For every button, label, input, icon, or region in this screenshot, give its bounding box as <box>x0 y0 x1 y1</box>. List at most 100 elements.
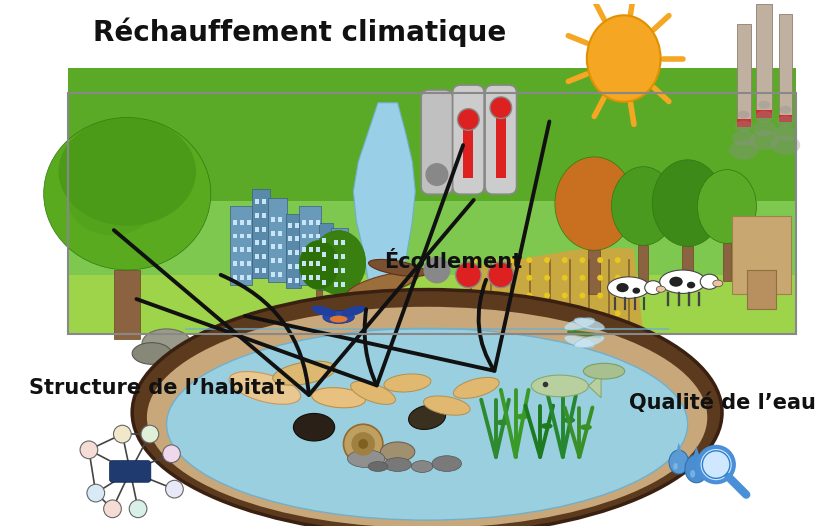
Circle shape <box>597 257 603 263</box>
Bar <box>322 266 326 271</box>
Bar <box>309 261 313 266</box>
Bar <box>262 268 266 273</box>
Bar <box>234 234 238 238</box>
Ellipse shape <box>132 289 722 530</box>
Ellipse shape <box>735 120 753 132</box>
Ellipse shape <box>584 363 625 379</box>
Bar <box>309 234 313 238</box>
Ellipse shape <box>384 458 412 472</box>
Bar <box>255 199 259 204</box>
Bar <box>278 231 281 235</box>
Circle shape <box>351 432 375 456</box>
Bar <box>268 198 287 282</box>
Bar <box>234 261 238 266</box>
Ellipse shape <box>299 241 339 289</box>
Ellipse shape <box>777 116 795 127</box>
Ellipse shape <box>408 405 445 429</box>
Bar <box>234 220 238 225</box>
Bar <box>234 248 238 252</box>
Bar <box>288 236 292 241</box>
Bar <box>286 214 302 288</box>
Bar <box>299 206 321 285</box>
Ellipse shape <box>496 420 508 426</box>
Bar <box>333 241 338 245</box>
Ellipse shape <box>381 442 415 462</box>
Bar <box>331 228 349 292</box>
Bar <box>262 213 266 218</box>
Bar <box>316 220 320 225</box>
Bar <box>262 254 266 259</box>
Bar <box>114 270 140 339</box>
Bar <box>262 199 266 204</box>
Ellipse shape <box>574 317 605 330</box>
Bar <box>370 280 390 299</box>
Ellipse shape <box>59 118 196 226</box>
Circle shape <box>473 275 479 281</box>
Bar <box>270 244 275 249</box>
Bar <box>340 254 344 259</box>
FancyBboxPatch shape <box>109 461 151 482</box>
Bar <box>247 234 251 238</box>
Bar <box>296 236 299 241</box>
Bar <box>240 220 244 225</box>
Circle shape <box>488 262 513 288</box>
Ellipse shape <box>774 126 797 141</box>
Circle shape <box>580 310 585 316</box>
Ellipse shape <box>423 396 470 415</box>
Circle shape <box>562 293 568 298</box>
Ellipse shape <box>166 329 688 520</box>
Ellipse shape <box>412 461 433 472</box>
Polygon shape <box>690 446 703 469</box>
Bar <box>747 270 776 309</box>
Bar <box>240 248 244 252</box>
Ellipse shape <box>633 288 640 294</box>
Ellipse shape <box>652 160 723 246</box>
Polygon shape <box>354 103 415 334</box>
Bar <box>262 227 266 232</box>
Circle shape <box>426 164 448 186</box>
Bar <box>234 275 238 280</box>
Bar <box>334 295 343 324</box>
Circle shape <box>562 257 568 263</box>
Bar <box>316 248 320 252</box>
Ellipse shape <box>713 280 722 287</box>
Circle shape <box>87 484 105 502</box>
Bar <box>296 223 299 228</box>
Ellipse shape <box>323 311 354 323</box>
Ellipse shape <box>587 15 660 102</box>
Text: Qualité de l’eau: Qualité de l’eau <box>628 392 816 413</box>
Circle shape <box>359 439 368 449</box>
Bar <box>288 223 292 228</box>
Bar <box>316 289 323 314</box>
Ellipse shape <box>780 106 791 113</box>
Ellipse shape <box>580 424 592 430</box>
Bar <box>309 220 313 225</box>
Circle shape <box>544 293 550 298</box>
Bar <box>682 246 693 288</box>
Ellipse shape <box>555 157 633 250</box>
Bar <box>737 119 750 127</box>
Circle shape <box>580 275 585 281</box>
Circle shape <box>615 257 621 263</box>
Bar <box>296 278 299 282</box>
Bar <box>288 250 292 255</box>
Ellipse shape <box>330 316 348 323</box>
Circle shape <box>491 293 497 298</box>
Bar <box>278 258 281 263</box>
Bar <box>270 217 275 222</box>
Ellipse shape <box>749 130 779 150</box>
FancyBboxPatch shape <box>453 85 484 194</box>
Bar <box>288 264 292 269</box>
Ellipse shape <box>142 329 192 358</box>
Bar <box>68 68 795 201</box>
Circle shape <box>491 257 497 263</box>
Bar <box>302 234 306 238</box>
Ellipse shape <box>350 381 396 404</box>
Bar <box>309 248 313 252</box>
Bar <box>255 254 259 259</box>
Bar <box>322 280 326 285</box>
Bar <box>68 142 795 334</box>
Circle shape <box>544 257 550 263</box>
Bar <box>322 238 326 243</box>
Bar <box>247 248 251 252</box>
